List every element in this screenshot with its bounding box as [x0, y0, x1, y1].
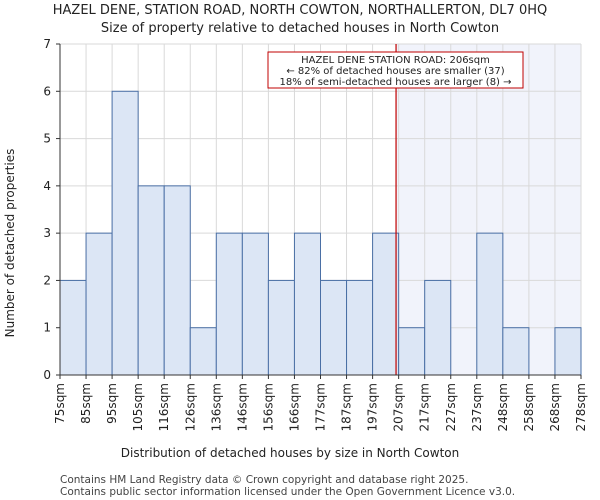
- x-tick-label: 207sqm: [392, 383, 406, 431]
- bar-237sqm: [476, 232, 504, 376]
- bar-207sqm: [398, 327, 426, 376]
- x-tick-label: 237sqm: [470, 383, 484, 431]
- x-tick-label: 227sqm: [444, 383, 458, 431]
- x-tick-label: 258sqm: [522, 383, 536, 431]
- bar-268sqm: [554, 327, 582, 376]
- bar-116sqm: [163, 185, 191, 376]
- annotation-box: HAZEL DENE STATION ROAD: 206sqm ← 82% of…: [267, 51, 524, 89]
- annotation-line-1: HAZEL DENE STATION ROAD: 206sqm: [301, 55, 490, 66]
- bar-126sqm: [189, 327, 217, 376]
- bar-177sqm: [320, 279, 348, 376]
- y-tick-label: 6: [43, 84, 51, 98]
- bar-187sqm: [346, 279, 374, 376]
- x-tick-labels: 75sqm 85sqm 95sqm 105sqm 116sqm 126sqm 136sqm 1…: [53, 375, 588, 431]
- x-tick-label: 187sqm: [340, 383, 354, 431]
- bar-85sqm: [85, 232, 113, 376]
- footer-copyright: Contains HM Land Registry data © Crown c…: [60, 474, 469, 486]
- annotation-line-3: 18% of semi-detached houses are larger (…: [279, 77, 511, 88]
- x-tick-label: 217sqm: [418, 383, 432, 431]
- y-tick-label: 2: [43, 273, 51, 287]
- bar-197sqm: [372, 232, 400, 376]
- x-tick-label: 116sqm: [157, 383, 171, 431]
- x-tick-label: 197sqm: [366, 383, 380, 431]
- y-tick-label: 5: [43, 132, 51, 146]
- x-tick-label: 126sqm: [183, 383, 197, 431]
- y-axis-label: Number of detached properties: [3, 149, 17, 338]
- bar-95sqm: [111, 90, 139, 376]
- x-tick-label: 268sqm: [548, 383, 562, 431]
- bar-105sqm: [137, 185, 165, 376]
- bar-166sqm: [293, 232, 322, 376]
- x-tick-label: 156sqm: [261, 383, 275, 431]
- y-tick-label: 1: [43, 321, 51, 335]
- bar-248sqm: [502, 327, 530, 376]
- y-tick-label: 4: [43, 179, 51, 193]
- footer-licence: Contains public sector information licen…: [60, 486, 516, 498]
- bar-146sqm: [241, 232, 269, 376]
- x-tick-label: 75sqm: [53, 383, 67, 424]
- y-tick-label: 0: [43, 368, 51, 382]
- x-tick-label: 105sqm: [131, 383, 145, 431]
- bar-217sqm: [424, 279, 452, 376]
- x-axis-label: Distribution of detached houses by size …: [121, 446, 459, 460]
- y-tick-label: 3: [43, 226, 51, 240]
- bar-75sqm: [59, 279, 87, 376]
- bars: [59, 90, 582, 376]
- chart-subtitle: Size of property relative to detached ho…: [100, 21, 500, 36]
- annotation-line-2: ← 82% of detached houses are smaller (37…: [286, 66, 504, 77]
- y-tick-labels: 0 1 2 3 4 5 6 7: [43, 37, 60, 382]
- bar-136sqm: [215, 232, 243, 376]
- annotation-frame: [267, 51, 524, 89]
- bar-156sqm: [267, 279, 295, 376]
- x-tick-label: 136sqm: [209, 383, 223, 431]
- x-tick-label: 166sqm: [287, 383, 301, 431]
- chart-title: HAZEL DENE, STATION ROAD, NORTH COWTON, …: [52, 3, 548, 18]
- x-tick-label: 95sqm: [105, 383, 119, 424]
- x-tick-label: 177sqm: [314, 383, 328, 431]
- x-tick-label: 85sqm: [79, 383, 93, 424]
- x-tick-label: 278sqm: [574, 383, 588, 431]
- y-tick-label: 7: [43, 37, 51, 51]
- x-tick-label: 146sqm: [235, 383, 249, 431]
- x-tick-label: 248sqm: [496, 383, 510, 431]
